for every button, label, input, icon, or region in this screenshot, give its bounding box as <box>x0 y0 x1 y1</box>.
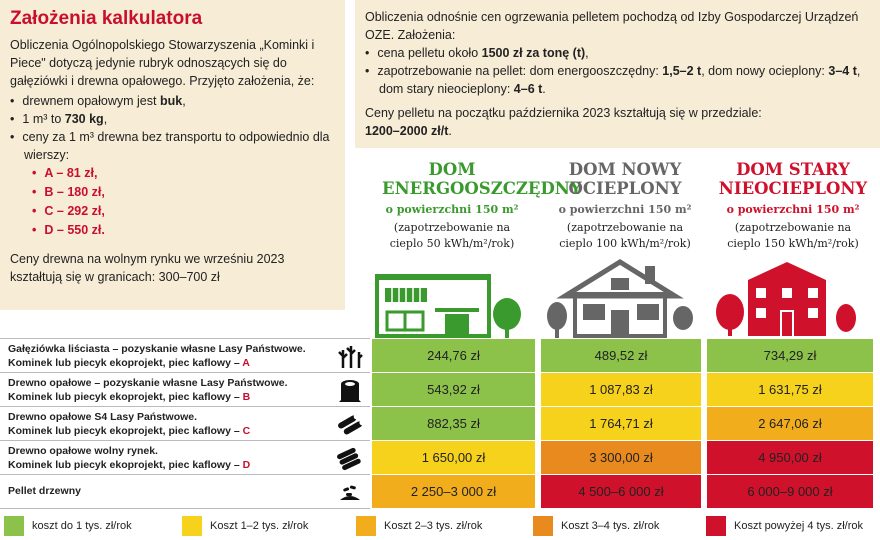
market-prices-note: Ceny drewna na wolnym rynku we wrześniu … <box>10 252 285 284</box>
assumption-prices: ceny za 1 m³ drewna bez transportu to od… <box>10 128 335 164</box>
branches-icon <box>338 346 363 368</box>
price-a: A – 81 zł, <box>32 164 335 183</box>
old-house-icon <box>716 262 856 336</box>
house-heat-demand: (zapotrzebowanie na cieplo 50 kWh/m²/rok… <box>389 221 515 250</box>
house-title: DOM NOWY OCIEPLONY <box>568 160 682 198</box>
house-title: DOM STARY NIEOCIEPLONY <box>718 160 868 198</box>
cost-cell: 2 250–3 000 zł <box>372 475 535 508</box>
assumption-volume: 1 m³ to 730 kg, <box>10 110 335 128</box>
house-title: DOM ENERGOOSZCZĘDNY <box>382 160 582 198</box>
house-area: o powierzchni 150 m² <box>726 203 860 216</box>
cost-cell: 4 950,00 zł <box>707 441 873 474</box>
row-line2: Kominek lub piecyk ekoprojekt, piec kafl… <box>8 459 251 471</box>
legend-swatch <box>533 516 553 536</box>
row-label-pellet: Pellet drzewny <box>8 484 81 498</box>
assumptions-list: drewnem opałowym jest buk, 1 m³ to 730 k… <box>10 92 335 164</box>
row-line1: Pellet drzewny <box>8 485 81 497</box>
cost-cell: 1 631,75 zł <box>707 373 873 406</box>
legend-swatch <box>182 516 202 536</box>
row-line1: Drewno opałowe wolny rynek. <box>8 445 158 457</box>
row-line1: Drewno opałowe S4 Lasy Państwowe. <box>8 411 198 423</box>
legend-label: Koszt 1–2 tys. zł/rok <box>210 520 309 532</box>
row-separator <box>0 406 370 407</box>
legend-item: Koszt powyżej 4 tys. zł/rok <box>706 516 863 536</box>
row-line2: Kominek lub piecyk ekoprojekt, piec kafl… <box>8 425 251 437</box>
row-label-d: Drewno opałowe wolny rynek. Kominek lub … <box>8 444 250 472</box>
price-b: B – 180 zł, <box>32 183 335 202</box>
legend-swatch <box>706 516 726 536</box>
price-c: C – 292 zł, <box>32 202 335 221</box>
legend-label: Koszt powyżej 4 tys. zł/rok <box>734 520 863 532</box>
cost-cell: 4 500–6 000 zł <box>541 475 701 508</box>
legend-label: Koszt 3–4 tys. zł/rok <box>561 520 660 532</box>
cost-cell: 1 650,00 zł <box>372 441 535 474</box>
insulated-house-icon <box>547 259 693 338</box>
pellet-price: cena pelletu około 1500 zł za tonę (t), <box>365 44 870 62</box>
cost-cell: 2 647,06 zł <box>707 407 873 440</box>
house-header-new-insulated: DOM NOWY OCIEPLONY o powierzchni 150 m² … <box>540 160 710 252</box>
row-separator <box>0 372 370 373</box>
pellet-note-panel: Obliczenia odnośnie cen ogrzewania pelle… <box>355 0 880 148</box>
logs-icon <box>338 415 363 435</box>
pellet-icon <box>340 485 360 500</box>
row-line1: Drewno opałowe – pozyskanie własne Lasy … <box>8 377 288 389</box>
pellet-assumptions-list: cena pelletu około 1500 zł za tonę (t), … <box>365 44 870 98</box>
wood-price-list: A – 81 zł, B – 180 zł, C – 292 zł, D – 5… <box>32 164 335 240</box>
cost-cell: 734,29 zł <box>707 339 873 372</box>
cost-cell: 489,52 zł <box>541 339 701 372</box>
house-heat-demand: (zapotrzebowanie na cieplo 100 kWh/m²/ro… <box>559 221 691 250</box>
assumptions-intro: Obliczenia Ogólnopolskiego Stowarzyszeni… <box>10 38 315 88</box>
cost-cell: 543,92 zł <box>372 373 535 406</box>
row-separator <box>0 508 370 509</box>
cost-cell: 1 087,83 zł <box>541 373 701 406</box>
assumptions-panel: Założenia kalkulatora Obliczenia Ogólnop… <box>0 0 345 310</box>
legend-item: Koszt 1–2 tys. zł/rok <box>182 516 308 536</box>
row-line2: Kominek lub piecyk ekoprojekt, piec kafl… <box>8 357 250 369</box>
cost-cell: 882,35 zł <box>372 407 535 440</box>
cost-cell: 1 764,71 zł <box>541 407 701 440</box>
cost-cell: 6 000–9 000 zł <box>707 475 873 508</box>
row-label-a: Gałęziówka liściasta – pozyskanie własne… <box>8 342 306 370</box>
assumptions-title: Założenia kalkulatora <box>10 8 203 29</box>
house-area: o powierzchni 150 m² <box>385 203 519 216</box>
house-header-energy-efficient: DOM ENERGOOSZCZĘDNY o powierzchni 150 m²… <box>352 160 582 252</box>
modern-house-icon <box>375 274 521 338</box>
house-header-old-uninsulated: DOM STARY NIEOCIEPLONY o powierzchni 150… <box>708 160 878 252</box>
legend-swatch <box>4 516 24 536</box>
row-separator <box>0 440 370 441</box>
row-separator <box>0 338 370 339</box>
row-line1: Gałęziówka liściasta – pozyskanie własne… <box>8 343 306 355</box>
row-separator <box>0 474 370 475</box>
log-pile-icon <box>337 447 361 471</box>
price-d: D – 550 zł. <box>32 221 335 240</box>
legend-item: koszt do 1 tys. zł/rok <box>4 516 132 536</box>
house-heat-demand: (zapotrzebowanie na cieplo 150 kWh/m²/ro… <box>727 221 859 250</box>
assumption-wood: drewnem opałowym jest buk, <box>10 92 335 110</box>
cost-cell: 3 300,00 zł <box>541 441 701 474</box>
legend-swatch <box>356 516 376 536</box>
log-stump-icon <box>339 380 361 402</box>
cost-cell: 244,76 zł <box>372 339 535 372</box>
pellet-market-prices: Ceny pelletu na początku października 20… <box>365 106 762 138</box>
legend-label: Koszt 2–3 tys. zł/rok <box>384 520 483 532</box>
row-line2: Kominek lub piecyk ekoprojekt, piec kafl… <box>8 391 251 403</box>
legend-item: Koszt 3–4 tys. zł/rok <box>533 516 659 536</box>
pellet-demand: zapotrzebowanie na pellet: dom energoosz… <box>365 62 870 98</box>
legend-item: Koszt 2–3 tys. zł/rok <box>356 516 482 536</box>
house-area: o powierzchni 150 m² <box>558 203 692 216</box>
row-label-c: Drewno opałowe S4 Lasy Państwowe. Komine… <box>8 410 250 438</box>
pellet-intro: Obliczenia odnośnie cen ogrzewania pelle… <box>365 10 859 42</box>
row-label-b: Drewno opałowe – pozyskanie własne Lasy … <box>8 376 288 404</box>
legend-label: koszt do 1 tys. zł/rok <box>32 520 132 532</box>
